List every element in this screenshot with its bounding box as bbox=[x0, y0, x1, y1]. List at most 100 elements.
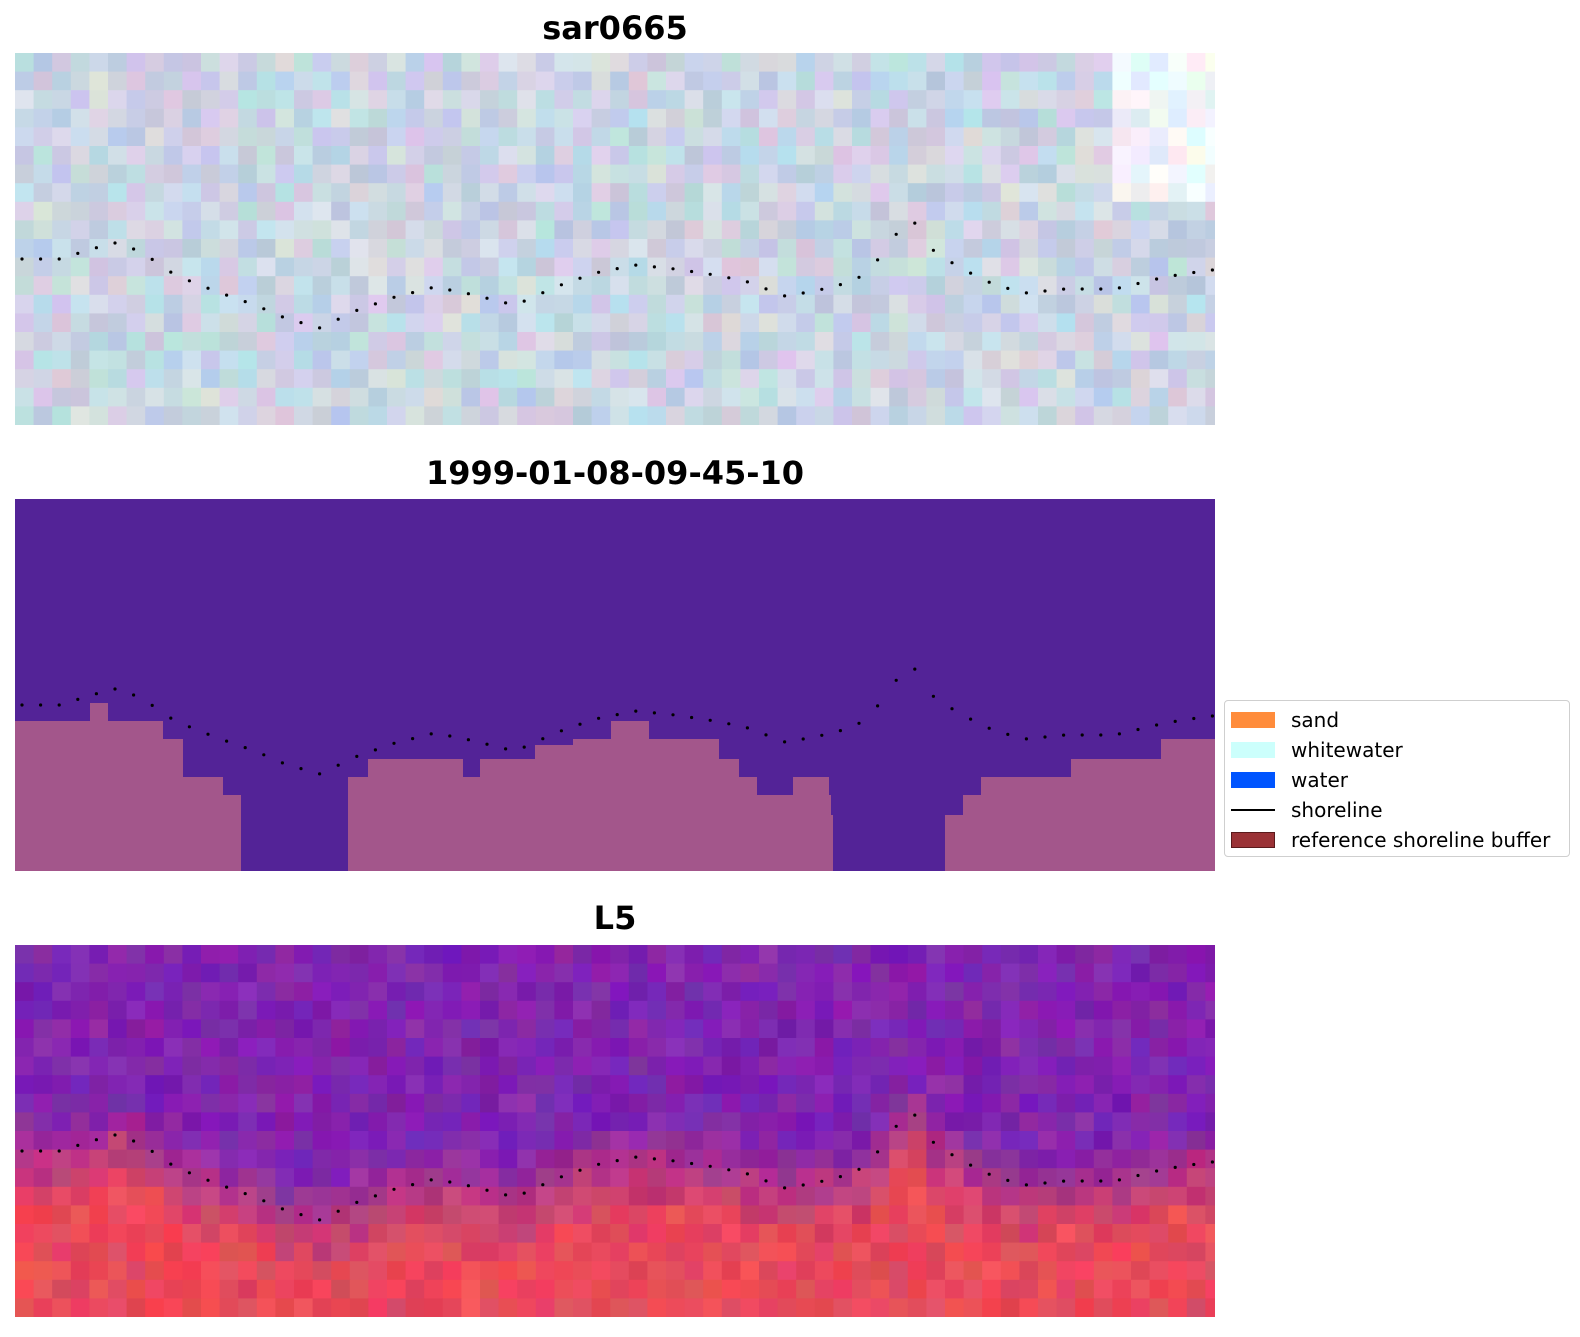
index-pixel bbox=[52, 1149, 72, 1169]
sar-pixel bbox=[331, 71, 351, 91]
index-pixel bbox=[331, 1242, 351, 1262]
sar-pixel bbox=[796, 127, 816, 147]
sar-pixel bbox=[126, 90, 146, 110]
index-pixel bbox=[963, 1186, 983, 1206]
index-pixel bbox=[535, 1242, 555, 1262]
index-pixel bbox=[889, 1019, 909, 1039]
sar-pixel bbox=[1093, 257, 1113, 277]
sar-pixel bbox=[275, 239, 295, 259]
index-pixel bbox=[238, 1186, 258, 1206]
index-pixel bbox=[126, 1242, 146, 1262]
index-pixel bbox=[256, 1205, 276, 1225]
sar-pixel bbox=[312, 257, 332, 277]
sar-pixel bbox=[740, 108, 760, 128]
sar-pixel bbox=[1000, 257, 1020, 277]
index-pixel bbox=[182, 1149, 202, 1169]
index-pixel bbox=[1112, 1038, 1132, 1058]
sar-pixel bbox=[1056, 183, 1076, 203]
sar-pixel bbox=[238, 220, 258, 240]
index-pixel bbox=[554, 963, 574, 983]
sar-pixel bbox=[1205, 406, 1215, 425]
sar-pixel bbox=[349, 53, 369, 73]
sar-pixel bbox=[256, 164, 276, 184]
shoreline-point bbox=[559, 283, 564, 287]
index-pixel bbox=[312, 1261, 332, 1281]
sar-pixel bbox=[1019, 127, 1039, 147]
sar-pixel bbox=[591, 276, 611, 296]
sar-pixel bbox=[461, 183, 481, 203]
index-pixel bbox=[703, 1261, 723, 1281]
sar-pixel bbox=[480, 183, 500, 203]
sar-pixel bbox=[52, 369, 72, 389]
sar-pixel bbox=[926, 332, 946, 352]
index-pixel bbox=[517, 1186, 537, 1206]
index-pixel bbox=[275, 1168, 295, 1188]
index-pixel bbox=[331, 1224, 351, 1244]
sar-pixel bbox=[721, 257, 741, 277]
index-pixel bbox=[647, 1242, 667, 1262]
index-pixel bbox=[684, 1224, 704, 1244]
shoreline-point bbox=[299, 1213, 303, 1217]
sar-pixel bbox=[759, 220, 779, 240]
sar-pixel bbox=[163, 406, 183, 425]
index-pixel bbox=[15, 1075, 35, 1095]
index-pixel bbox=[1075, 945, 1095, 965]
index-pixel bbox=[666, 1224, 686, 1244]
sar-pixel bbox=[628, 406, 648, 425]
index-pixel bbox=[666, 1056, 686, 1076]
sar-pixel bbox=[1000, 183, 1020, 203]
index-pixel bbox=[703, 982, 723, 1002]
index-pixel bbox=[1186, 1038, 1206, 1058]
sar-pixel bbox=[554, 332, 574, 352]
sar-pixel bbox=[70, 90, 90, 110]
sar-pixel bbox=[498, 332, 518, 352]
index-pixel bbox=[852, 1093, 872, 1113]
index-pixel bbox=[387, 982, 407, 1002]
shoreline-point bbox=[820, 733, 824, 737]
sar-pixel bbox=[498, 183, 518, 203]
sar-pixel bbox=[963, 146, 983, 166]
shoreline-point bbox=[801, 291, 805, 295]
sar-pixel bbox=[703, 108, 723, 128]
sar-pixel bbox=[1149, 164, 1169, 184]
shoreline-point bbox=[764, 1179, 768, 1183]
sar-pixel bbox=[312, 332, 332, 352]
index-pixel bbox=[424, 963, 444, 983]
index-pixel bbox=[721, 945, 741, 965]
index-pixel bbox=[238, 1205, 258, 1225]
index-pixel bbox=[442, 1056, 462, 1076]
shoreline-point bbox=[57, 257, 61, 261]
index-pixel bbox=[666, 1000, 686, 1020]
index-pixel bbox=[1093, 1298, 1113, 1317]
shoreline-point bbox=[243, 746, 247, 750]
index-pixel bbox=[870, 1019, 890, 1039]
index-pixel bbox=[907, 1056, 927, 1076]
sar-pixel bbox=[312, 387, 332, 407]
index-pixel bbox=[1131, 1075, 1151, 1095]
index-pixel bbox=[926, 982, 946, 1002]
index-pixel bbox=[517, 1019, 537, 1039]
sar-pixel bbox=[70, 239, 90, 259]
index-pixel bbox=[666, 1168, 686, 1188]
sar-pixel bbox=[759, 406, 779, 425]
sar-pixel bbox=[1131, 108, 1151, 128]
index-pixel bbox=[480, 945, 500, 965]
sar-pixel bbox=[442, 276, 462, 296]
sar-pixel bbox=[126, 239, 146, 259]
sar-pixel bbox=[517, 350, 537, 370]
sar-pixel bbox=[294, 53, 314, 73]
sar-pixel bbox=[145, 369, 165, 389]
sar-pixel bbox=[1075, 53, 1095, 73]
index-pixel bbox=[126, 1149, 146, 1169]
sar-pixel bbox=[573, 183, 593, 203]
sar-pixel bbox=[70, 313, 90, 333]
sar-pixel bbox=[1056, 164, 1076, 184]
sar-pixel bbox=[517, 127, 537, 147]
index-pixel bbox=[108, 1205, 128, 1225]
shoreline-point bbox=[355, 1200, 359, 1204]
sar-pixel bbox=[275, 90, 295, 110]
index-pixel bbox=[238, 1168, 258, 1188]
index-pixel bbox=[1168, 1224, 1188, 1244]
sar-pixel bbox=[684, 239, 704, 259]
sar-pixel bbox=[1075, 127, 1095, 147]
